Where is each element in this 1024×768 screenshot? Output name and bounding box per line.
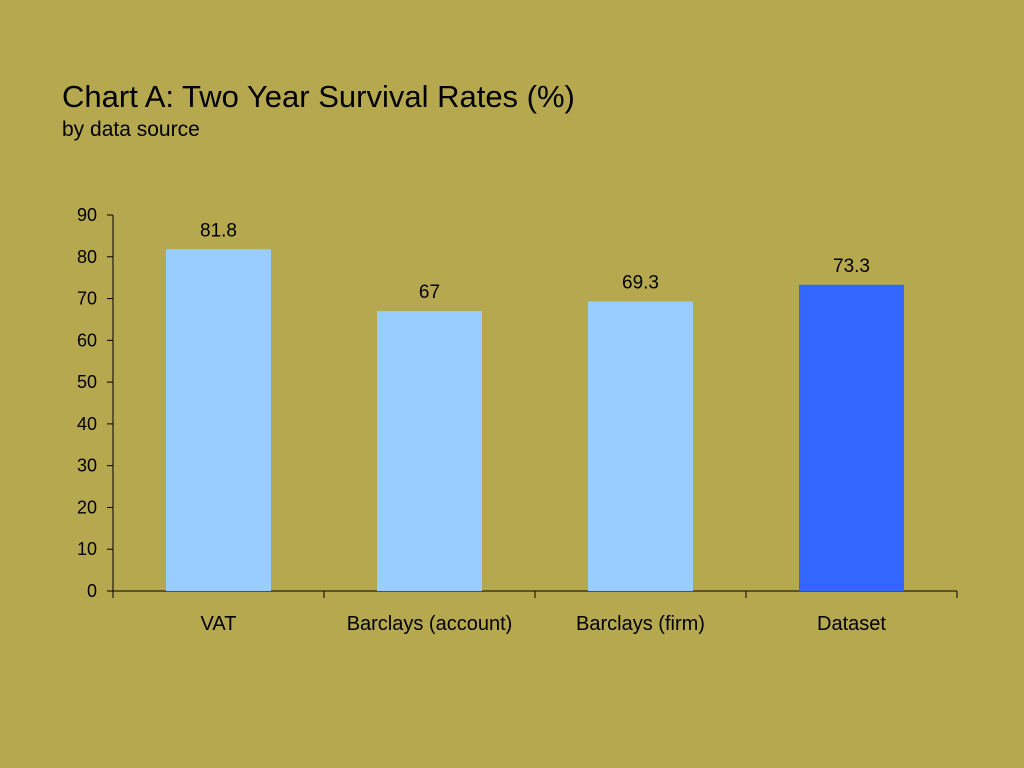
y-tick-label: 50 bbox=[77, 372, 97, 392]
bar bbox=[166, 249, 271, 591]
y-tick-label: 40 bbox=[77, 414, 97, 434]
y-tick-label: 70 bbox=[77, 289, 97, 309]
data-label: 69.3 bbox=[622, 272, 659, 293]
x-category-label: Dataset bbox=[817, 613, 886, 635]
y-tick-label: 30 bbox=[77, 456, 97, 476]
x-category-label: VAT bbox=[201, 613, 237, 635]
chart-title: Chart A: Two Year Survival Rates (%) bbox=[62, 79, 575, 114]
data-label: 73.3 bbox=[833, 256, 870, 277]
bar bbox=[377, 311, 482, 591]
y-tick-label: 10 bbox=[77, 539, 97, 559]
y-tick-label: 20 bbox=[77, 497, 97, 517]
chart-subtitle: by data source bbox=[62, 118, 200, 141]
x-category-label: Barclays (firm) bbox=[576, 613, 705, 635]
data-label: 67 bbox=[419, 282, 440, 303]
title-block: Chart A: Two Year Survival Rates (%) by … bbox=[62, 78, 575, 144]
data-label: 81.8 bbox=[200, 220, 237, 241]
bar bbox=[588, 301, 693, 591]
y-tick-label: 80 bbox=[77, 247, 97, 267]
bar bbox=[799, 284, 904, 591]
y-tick-label: 0 bbox=[87, 581, 97, 601]
x-category-label: Barclays (account) bbox=[347, 613, 513, 635]
y-tick-label: 90 bbox=[77, 205, 97, 225]
y-tick-label: 60 bbox=[77, 330, 97, 350]
